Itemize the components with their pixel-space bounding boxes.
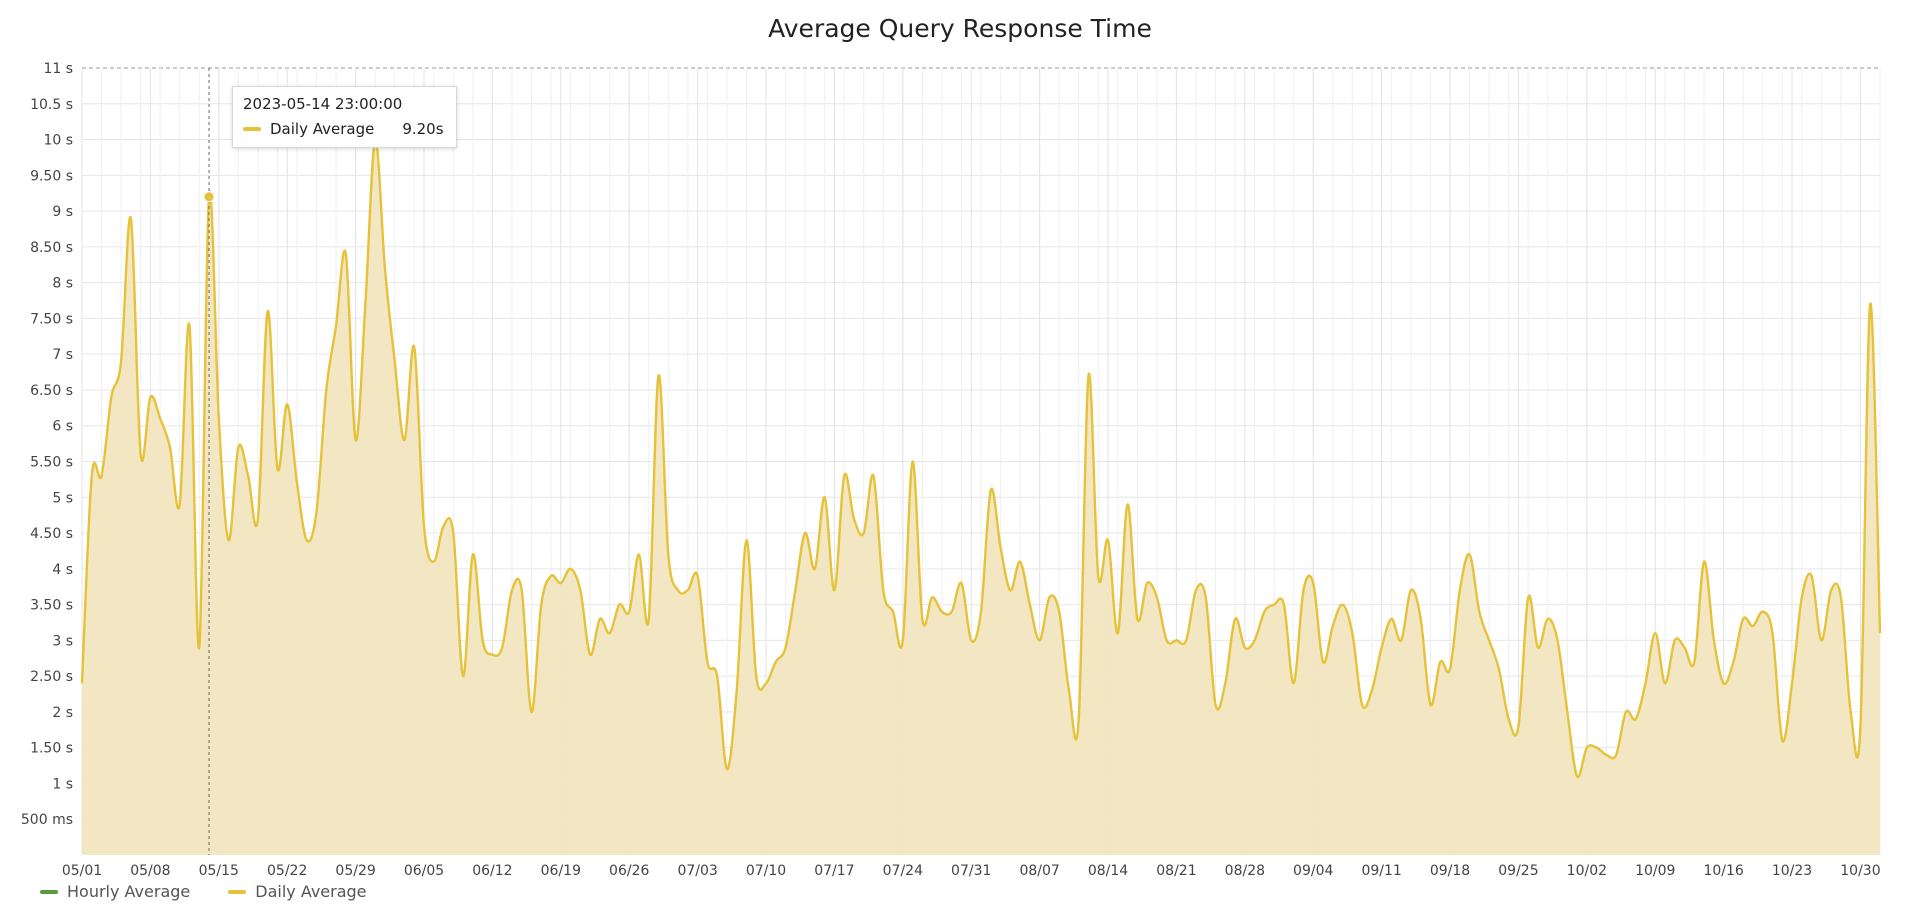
x-tick-label: 10/30	[1840, 863, 1880, 879]
tooltip-swatch	[243, 127, 261, 131]
legend-label-hourly: Hourly Average	[67, 882, 191, 901]
tooltip-value: 9.20s	[402, 120, 444, 138]
x-tick-label: 08/28	[1225, 863, 1265, 879]
x-tick-label: 05/15	[199, 863, 239, 879]
y-tick-label: 8.50 s	[30, 240, 73, 256]
x-tick-label: 06/12	[472, 863, 512, 879]
chart-title: Average Query Response Time	[768, 14, 1152, 43]
x-tick-label: 07/17	[814, 863, 854, 879]
y-tick-label: 5 s	[52, 490, 73, 506]
x-tick-label: 05/22	[267, 863, 307, 879]
x-tick-label: 05/01	[62, 863, 102, 879]
x-tick-label: 07/10	[746, 863, 786, 879]
y-axis-ticks: 500 ms 1 s 1.50 s 2 s 2.50 s 3 s 3.50 s 4 s 4.50…	[21, 61, 73, 828]
x-tick-label: 08/07	[1019, 863, 1059, 879]
legend-label-daily: Daily Average	[255, 882, 367, 901]
y-tick-label: 7.50 s	[30, 311, 73, 327]
hover-point	[203, 191, 215, 203]
y-tick-label: 9.50 s	[30, 168, 73, 184]
tooltip-time: 2023-05-14 23:00:00	[243, 95, 403, 113]
daily-average-area	[82, 139, 1880, 855]
y-tick-label: 8 s	[52, 276, 73, 292]
y-tick-label: 2.50 s	[30, 669, 73, 685]
tooltip: 2023-05-14 23:00:00 Daily Average 9.20s	[232, 86, 457, 148]
y-tick-label: 1 s	[52, 776, 73, 792]
x-tick-label: 10/16	[1703, 863, 1743, 879]
y-tick-label: 6.50 s	[30, 383, 73, 399]
y-tick-label: 3 s	[52, 633, 73, 649]
x-tick-label: 07/24	[883, 863, 923, 879]
y-tick-label: 4 s	[52, 562, 73, 578]
tooltip-row: Daily Average 9.20s	[243, 120, 444, 138]
x-tick-label: 05/29	[335, 863, 375, 879]
y-tick-label: 1.50 s	[30, 741, 73, 757]
y-tick-label: 5.50 s	[30, 455, 73, 471]
x-tick-label: 10/02	[1567, 863, 1607, 879]
x-tick-label: 09/25	[1498, 863, 1538, 879]
legend-swatch-hourly	[40, 889, 58, 894]
x-tick-label: 06/05	[404, 863, 444, 879]
y-tick-label: 11 s	[43, 61, 73, 77]
x-axis-ticks: 05/01 05/08 05/15 05/22 05/29 06/05 06/12 06/19…	[62, 863, 1881, 879]
tooltip-series-name: Daily Average	[270, 120, 375, 138]
y-tick-label: 10 s	[43, 133, 73, 149]
area-layer	[80, 138, 1882, 855]
x-tick-label: 07/03	[677, 863, 717, 879]
x-tick-label: 09/11	[1361, 863, 1401, 879]
legend: Hourly Average Daily Average	[40, 882, 367, 901]
daily-average-line	[80, 138, 1882, 779]
x-tick-label: 10/23	[1772, 863, 1812, 879]
x-tick-label: 06/19	[541, 863, 581, 879]
y-tick-label: 500 ms	[21, 812, 73, 828]
x-tick-label: 06/26	[609, 863, 649, 879]
x-tick-label: 05/08	[130, 863, 170, 879]
legend-item-daily-average[interactable]: Daily Average	[228, 882, 367, 901]
y-tick-label: 9 s	[52, 204, 73, 220]
x-tick-label: 09/04	[1293, 863, 1333, 879]
x-tick-label: 07/31	[951, 863, 991, 879]
x-tick-label: 10/09	[1635, 863, 1675, 879]
x-tick-label: 08/14	[1088, 863, 1128, 879]
y-tick-label: 2 s	[52, 705, 73, 721]
legend-swatch-daily	[228, 889, 247, 894]
y-tick-label: 6 s	[52, 419, 73, 435]
cursor-layer	[203, 68, 215, 855]
x-tick-label: 08/21	[1156, 863, 1196, 879]
y-tick-label: 10.5 s	[30, 97, 73, 113]
y-tick-label: 4.50 s	[30, 526, 73, 542]
y-tick-label: 7 s	[52, 347, 73, 363]
legend-item-hourly-average[interactable]: Hourly Average	[40, 882, 190, 901]
y-tick-label: 3.50 s	[30, 598, 73, 614]
x-tick-label: 09/18	[1430, 863, 1470, 879]
